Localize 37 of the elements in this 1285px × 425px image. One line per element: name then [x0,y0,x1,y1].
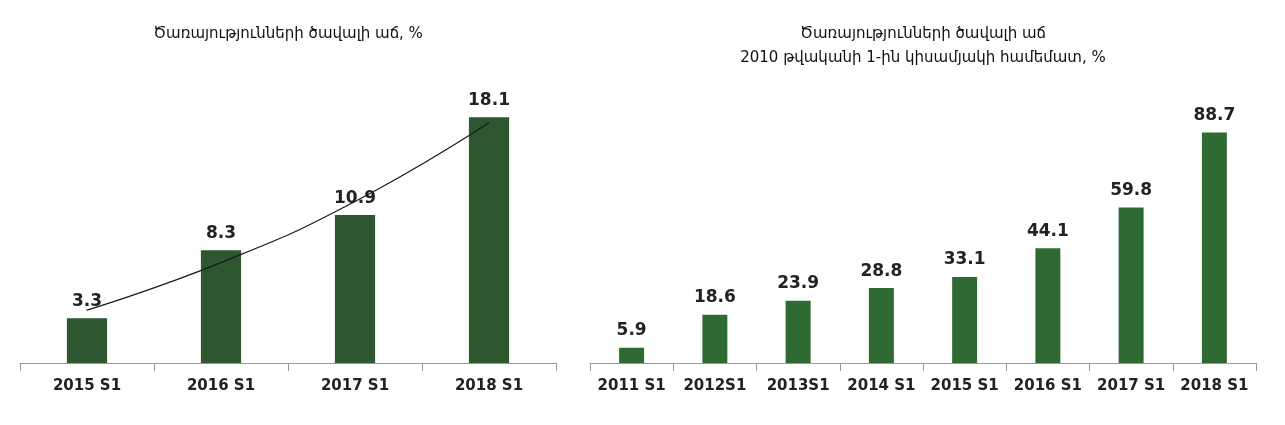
data-label: 3.3 [71,289,103,310]
bar [200,250,242,363]
bar [702,314,728,363]
data-label: 23.9 [777,272,820,293]
x-tick-label: 2017 S1 [1097,375,1166,394]
chart-title: Ծառայությունների ծավալի աճ 2010 թվականի 1-ին կիսամյակի համեմատ, % [740,24,1106,66]
x-tick-label: 2015 S1 [52,375,122,394]
data-label: 59.8 [1110,179,1153,200]
bar [868,288,894,363]
data-label: 88.7 [1193,103,1236,124]
data-label: 33.1 [943,248,986,269]
x-tick-label: 2015 S1 [930,375,999,394]
data-label: 18.1 [468,88,510,109]
bar [1035,248,1061,363]
data-label: 8.3 [205,221,237,242]
bar [1118,207,1144,363]
x-tick-label: 2014 S1 [847,375,916,394]
bar [785,300,811,363]
data-label: 44.1 [1026,219,1069,240]
bar [1201,132,1227,363]
x-tick-label: 2011 S1 [597,375,666,394]
x-tick-label: 2016 S1 [1013,375,1082,394]
x-tick-label: 2018 S1 [454,375,524,394]
bar [619,347,645,363]
x-tick-label: 2017 S1 [320,375,390,394]
x-tick-label: 2018 S1 [1180,375,1249,394]
bar [952,276,978,363]
data-label: 5.9 [616,319,647,340]
data-label: 18.6 [693,286,736,307]
bar [468,117,510,363]
x-tick-label: 2013S1 [766,375,830,394]
x-tick-label: 2012S1 [683,375,747,394]
data-label: 28.8 [860,259,903,280]
chart-title: Ծառայությունների ծավալի աճ, % [153,24,423,42]
bar [66,318,108,363]
bar [334,215,376,363]
x-tick-label: 2016 S1 [186,375,256,394]
